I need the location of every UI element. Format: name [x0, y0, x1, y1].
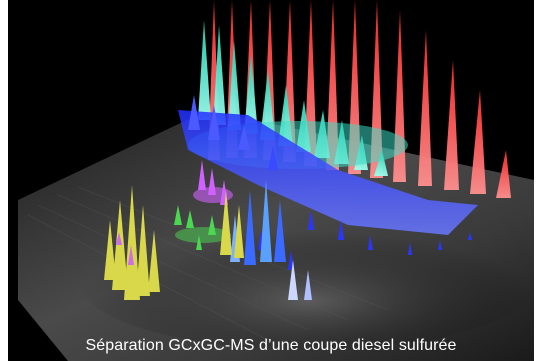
page-margin-left: [0, 0, 8, 361]
central-peaks: [230, 180, 312, 300]
gcxgc-3d-surface: [18, 0, 534, 361]
page-margin-right: [534, 0, 542, 361]
blue-peak-series: [178, 95, 478, 235]
figure-caption: Séparation GCxGC-MS d’une coupe diesel s…: [85, 337, 457, 354]
gcxgc-3d-image: Séparation GCxGC-MS d’une coupe diesel s…: [8, 0, 534, 361]
scattered-peaks: [258, 210, 472, 270]
